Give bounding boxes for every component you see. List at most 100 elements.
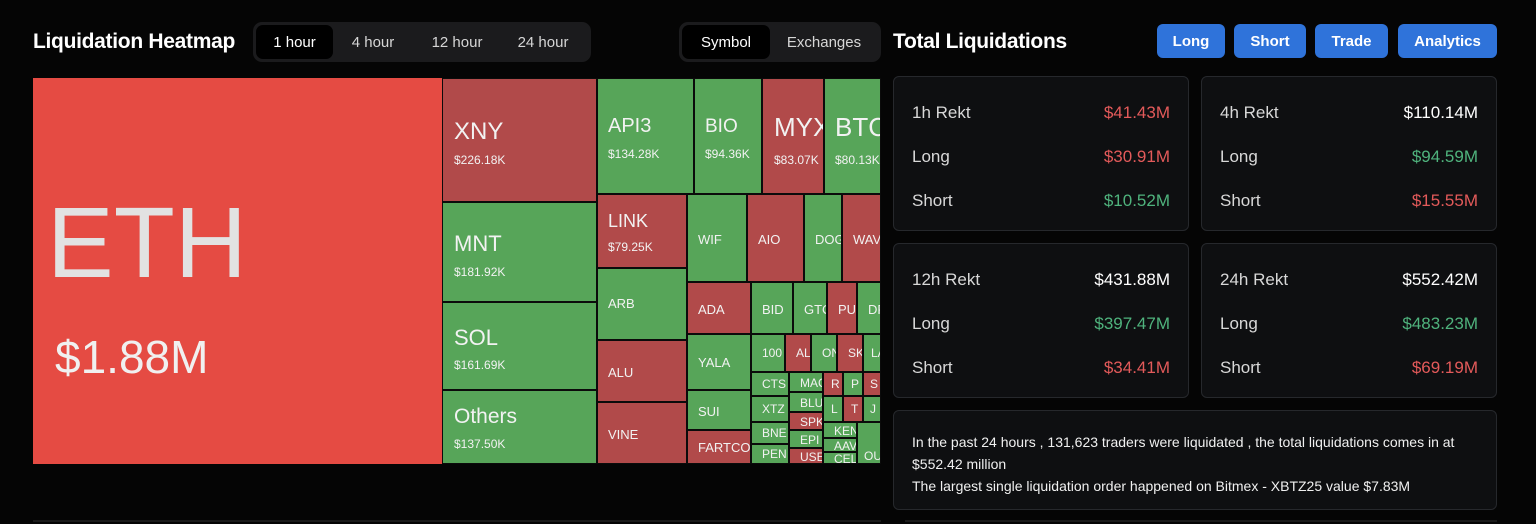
heatmap-tile-myx[interactable]: MYX $83.07K — [762, 78, 824, 194]
tab-12-hour[interactable]: 12 hour — [431, 33, 483, 51]
long-value: $30.91M — [1103, 147, 1170, 166]
long-button[interactable]: Long — [1157, 24, 1225, 58]
heatmap-tile-ou[interactable]: OU — [857, 422, 881, 464]
heatmap-tile-spk[interactable]: SPK — [789, 412, 823, 430]
heatmap-tile-sui[interactable]: SUI — [687, 390, 751, 430]
heatmap-tile-sol[interactable]: SOL $161.69K — [442, 302, 597, 390]
tile-symbol: USE — [800, 450, 823, 464]
liquidation-heatmap: ETH $1.88M XNY $226.18K MNT $181.92K SOL… — [33, 78, 881, 464]
heatmap-tile-mac[interactable]: MAC — [789, 372, 823, 392]
short-label: Short — [1220, 191, 1261, 210]
heatmap-tile-fartcoi[interactable]: FARTCOI — [687, 430, 751, 464]
tile-symbol: AAV — [834, 439, 857, 452]
heatmap-tile-gtc[interactable]: GTC — [793, 282, 827, 334]
heatmap-tile-alu[interactable]: ALU — [597, 340, 687, 402]
short-value: $10.52M — [1103, 191, 1170, 210]
heatmap-tile-on[interactable]: ON — [811, 334, 837, 372]
tab-exchanges[interactable]: Exchanges — [786, 33, 862, 51]
heatmap-tile-bio[interactable]: BIO $94.36K — [694, 78, 762, 194]
tile-symbol: CEL — [834, 452, 857, 464]
heatmap-tile-cel[interactable]: CEL — [823, 452, 857, 464]
trade-button[interactable]: Trade — [1315, 24, 1388, 58]
tab-symbol[interactable]: Symbol — [682, 25, 770, 59]
card-24h-rekt: 24h Rekt $552.42M Long $483.23M Short $69.1… — [1201, 243, 1497, 398]
heatmap-tile-others[interactable]: Others $137.50K — [442, 390, 597, 464]
heatmap-tile-eth[interactable]: ETH $1.88M — [33, 78, 442, 464]
long-label: Long — [1220, 314, 1258, 333]
short-value: $69.19M — [1411, 358, 1478, 377]
divider — [33, 520, 881, 522]
heatmap-tile-bne[interactable]: BNE — [751, 422, 789, 444]
tile-symbol: AL — [796, 346, 811, 360]
heatmap-tile-vine[interactable]: VINE — [597, 402, 687, 464]
tile-symbol: LINK — [608, 211, 649, 231]
group-by-selector: Symbol Exchanges — [679, 22, 881, 62]
heatmap-tile-r[interactable]: R — [823, 372, 843, 396]
tab-24-hour[interactable]: 24 hour — [517, 33, 569, 51]
heatmap-tile-al[interactable]: AL — [785, 334, 811, 372]
summary-traders-liquidated: In the past 24 hours , 131,623 traders w… — [912, 434, 1455, 472]
tab-4-hour[interactable]: 4 hour — [351, 33, 395, 51]
heatmap-tile-ken[interactable]: KEN — [823, 422, 857, 438]
total-liquidations-title: Total Liquidations — [893, 30, 1067, 53]
card-total: $431.88M — [1094, 270, 1170, 289]
heatmap-title: Liquidation Heatmap — [33, 30, 235, 53]
heatmap-tile-ada[interactable]: ADA — [687, 282, 751, 334]
heatmap-tile-df[interactable]: DF — [857, 282, 881, 334]
tile-symbol: API3 — [608, 115, 652, 137]
short-value: $15.55M — [1411, 191, 1478, 210]
heatmap-tile-mnt[interactable]: MNT $181.92K — [442, 202, 597, 302]
heatmap-tile-j[interactable]: J — [863, 396, 881, 422]
tile-value: $1.88M — [55, 331, 209, 383]
heatmap-tile-dog[interactable]: DOG — [804, 194, 842, 282]
liquidation-summary: In the past 24 hours , 131,623 traders w… — [893, 410, 1497, 510]
heatmap-tile-aio[interactable]: AIO — [747, 194, 804, 282]
heatmap-tile-bid[interactable]: BID — [751, 282, 793, 334]
tile-symbol: CTS — [762, 377, 786, 391]
tile-symbol: BLU — [800, 396, 823, 410]
card-label: 24h Rekt — [1220, 270, 1289, 289]
heatmap-tile-l[interactable]: L — [823, 396, 843, 422]
card-total: $552.42M — [1402, 270, 1478, 289]
tile-symbol: S — [870, 377, 879, 391]
heatmap-tile-use[interactable]: USE — [789, 448, 823, 464]
heatmap-tile-blu[interactable]: BLU — [789, 392, 823, 412]
heatmap-tile-xny[interactable]: XNY $226.18K — [442, 78, 597, 202]
tile-symbol: BTC — [835, 112, 880, 142]
long-label: Long — [912, 147, 950, 166]
heatmap-tile-api3[interactable]: API3 $134.28K — [597, 78, 694, 194]
tile-value: $79.25K — [608, 240, 653, 254]
tile-value: $161.69K — [454, 358, 506, 372]
short-button[interactable]: Short — [1234, 24, 1306, 58]
card-label: 4h Rekt — [1220, 103, 1279, 122]
tile-symbol: XNY — [454, 118, 504, 145]
heatmap-tile-epi[interactable]: EPI — [789, 430, 823, 448]
heatmap-tile-la[interactable]: LA — [863, 334, 881, 372]
heatmap-tile-xtz[interactable]: XTZ — [751, 396, 789, 422]
heatmap-tile-s[interactable]: S — [863, 372, 881, 396]
long-value: $397.47M — [1094, 314, 1170, 333]
heatmap-tile-btc[interactable]: BTC $80.13K — [824, 78, 881, 194]
heatmap-tile-t[interactable]: T — [843, 396, 863, 422]
short-label: Short — [1220, 358, 1261, 377]
analytics-button[interactable]: Analytics — [1398, 24, 1497, 58]
heatmap-tile-100[interactable]: 100 — [751, 334, 785, 372]
tile-symbol: LA — [871, 346, 880, 360]
heatmap-tile-pen[interactable]: PEN — [751, 444, 789, 464]
heatmap-tile-yala[interactable]: YALA — [687, 334, 751, 390]
heatmap-tile-sk[interactable]: SK — [837, 334, 863, 372]
heatmap-tile-wif[interactable]: WIF — [687, 194, 747, 282]
tile-symbol: BIO — [705, 116, 738, 137]
heatmap-tile-pu[interactable]: PU — [827, 282, 857, 334]
heatmap-tile-cts[interactable]: CTS — [751, 372, 789, 396]
heatmap-tile-wav[interactable]: WAV — [842, 194, 881, 282]
tab-1-hour[interactable]: 1 hour — [256, 25, 333, 59]
tile-symbol: MYX — [774, 112, 823, 142]
tile-value: $83.07K — [774, 153, 819, 167]
heatmap-tile-p[interactable]: P — [843, 372, 863, 396]
heatmap-tile-link[interactable]: LINK $79.25K — [597, 194, 687, 268]
tile-symbol: L — [831, 402, 838, 416]
heatmap-tile-aav[interactable]: AAV — [823, 438, 857, 452]
tile-symbol: T — [851, 402, 859, 416]
heatmap-tile-arb[interactable]: ARB — [597, 268, 687, 340]
